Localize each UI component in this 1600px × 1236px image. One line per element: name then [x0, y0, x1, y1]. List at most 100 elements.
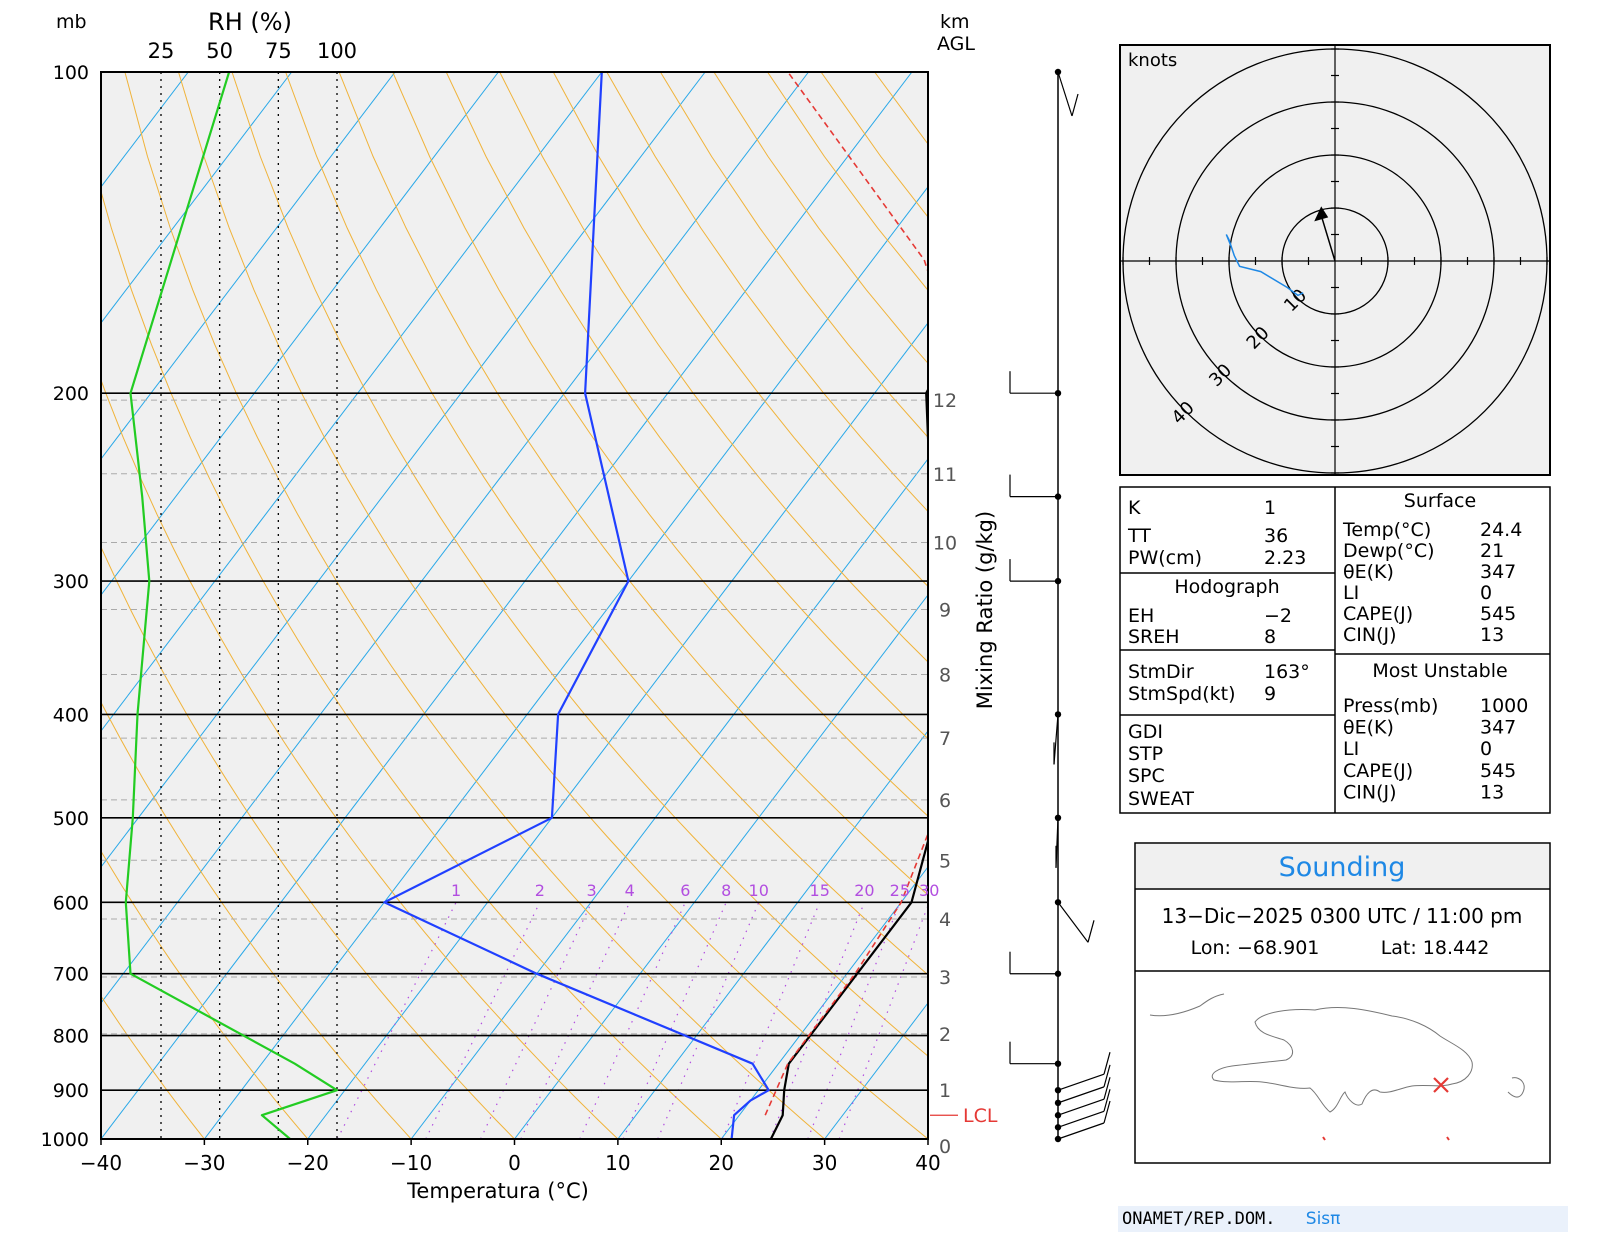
- index-spc-label: SPC: [1128, 765, 1165, 787]
- info-frame: [1134, 842, 1551, 1164]
- mixing-ratio-label: 4: [625, 881, 635, 900]
- pressure-tick-label: 1000: [41, 1129, 89, 1151]
- dry-adiabat-line: [124, 72, 825, 1139]
- height-km-label: 11: [933, 464, 957, 486]
- wind-barb-flag: [1071, 93, 1079, 117]
- map-cuba-coast: [1149, 993, 1225, 1017]
- dry-adiabat-line: [445, 72, 928, 740]
- mixing-ratio-label: 2: [535, 881, 545, 900]
- isotherm-line: [101, 72, 396, 460]
- index-k-value: 1: [1264, 497, 1276, 519]
- surface-row-label: CIN(J): [1343, 624, 1397, 646]
- index-k-label: K: [1128, 497, 1141, 519]
- km-label: km: [940, 11, 970, 33]
- mixing-ratio-line: [657, 902, 760, 1139]
- info-box: Sounding 13−Dic−2025 0300 UTC / 11:00 pm…: [1134, 842, 1551, 1164]
- mixing-ratio-label: 6: [680, 881, 690, 900]
- isotherm-line: [410, 458, 928, 1139]
- temp-tick-label: 10: [605, 1151, 630, 1175]
- mixing-ratio-line: [721, 902, 821, 1139]
- dry-adiabat-line: [285, 72, 928, 976]
- height-km-label: 4: [939, 909, 951, 931]
- mixing-ratio-label: 20: [854, 881, 874, 900]
- surface-row-label: LI: [1343, 582, 1359, 604]
- surface-row-value: 21: [1480, 540, 1504, 562]
- pressure-tick-label: 200: [53, 383, 89, 405]
- location-map: [1149, 993, 1525, 1113]
- pressure-tick-label: 100: [53, 62, 89, 84]
- map-red-dot: [1322, 1136, 1326, 1141]
- height-km-label: 9: [939, 600, 951, 622]
- pressure-tick-label: 400: [53, 704, 89, 726]
- index-stmspd-label: StmSpd(kt): [1128, 683, 1235, 705]
- isotherm-line: [101, 72, 809, 1004]
- wind-barb-flag: [1103, 1100, 1111, 1124]
- dry-adiabat-line: [178, 72, 928, 1139]
- rh-tick-label: 100: [317, 39, 357, 63]
- index-tt-label: TT: [1127, 525, 1151, 547]
- mixing-ratio-axis-title: Mixing Ratio (g/kg): [973, 511, 997, 709]
- surface-row-value: 13: [1480, 624, 1504, 646]
- pressure-tick-label: 300: [53, 571, 89, 593]
- map-red-dot: [1446, 1136, 1450, 1141]
- temp-tick-label: 20: [709, 1151, 734, 1175]
- mixing-ratio-label: 8: [721, 881, 731, 900]
- map-east-islands: [1507, 1077, 1525, 1098]
- index-stmdir-value: 163°: [1264, 661, 1310, 683]
- isotherm-line: [101, 72, 913, 1139]
- index-pw-label: PW(cm): [1128, 547, 1202, 569]
- height-km-label: 1: [939, 1080, 951, 1102]
- most-unstable-row-label: Press(mb): [1343, 695, 1438, 717]
- index-gdi-label: GDI: [1128, 721, 1163, 743]
- isotherm-line: [101, 72, 499, 596]
- index-sreh-label: SREH: [1128, 626, 1180, 648]
- most-unstable-row-label: LI: [1343, 738, 1359, 760]
- dewpoint-profile-line: [383, 72, 770, 1139]
- index-eh-label: EH: [1128, 605, 1154, 627]
- index-stmspd-value: 9: [1264, 683, 1276, 705]
- hodograph-units: knots: [1128, 50, 1177, 71]
- mixing-ratio-label: 1: [451, 881, 461, 900]
- pressure-tick-label: 600: [53, 892, 89, 914]
- mixing-ratio-line: [425, 902, 541, 1139]
- most-unstable-row-label: θE(K): [1343, 717, 1394, 739]
- surface-row-value: 24.4: [1480, 519, 1522, 541]
- height-km-label: 7: [939, 728, 951, 750]
- most-unstable-row-value: 545: [1480, 760, 1516, 782]
- rh-tick-label: 50: [206, 39, 233, 63]
- wind-barb-flag: [1103, 1064, 1111, 1088]
- surface-row-label: θE(K): [1343, 561, 1394, 583]
- index-sreh-value: 8: [1264, 626, 1276, 648]
- wind-barb: [1057, 1110, 1105, 1128]
- dry-adiabat-line: [392, 72, 928, 817]
- map-island-outline: [1211, 1007, 1473, 1113]
- height-km-label: 0: [939, 1136, 951, 1158]
- surface-row-value: 347: [1480, 561, 1516, 583]
- wind-barb-flag: [1103, 1089, 1111, 1112]
- dry-adiabat-line: [101, 378, 619, 1139]
- temp-tick-label: −40: [80, 1151, 122, 1175]
- surface-row-label: Temp(°C): [1342, 519, 1431, 541]
- wind-barb-flag: [1103, 1077, 1111, 1100]
- mixing-ratio-line: [838, 903, 928, 1139]
- mixing-ratio-label: 3: [586, 881, 596, 900]
- most-unstable-row-value: 13: [1480, 781, 1504, 803]
- dry-adiabat-line: [101, 850, 309, 1139]
- pressure-unit-label: mb: [56, 11, 87, 33]
- hodograph-frame: [1119, 44, 1551, 476]
- height-km-label: 2: [939, 1024, 951, 1046]
- isotherm-line: [617, 730, 928, 1139]
- surface-row-label: Dewp(°C): [1343, 540, 1435, 562]
- hodograph-section-title: Hodograph: [1174, 576, 1279, 598]
- height-km-label: 3: [939, 967, 951, 989]
- pressure-tick-label: 900: [53, 1080, 89, 1102]
- isotherm-line: [101, 72, 706, 868]
- indices-table: K 1 TT 36 PW(cm) 2.23 Hodograph EH −2 SR…: [1119, 486, 1551, 814]
- most-unstable-row-value: 347: [1480, 717, 1516, 739]
- mixing-ratio-label: 25: [890, 881, 910, 900]
- temp-tick-label: −30: [183, 1151, 225, 1175]
- pressure-tick-label: 500: [53, 808, 89, 830]
- sounding-datetime: 13−Dic−2025 0300 UTC / 11:00 pm: [1162, 904, 1523, 928]
